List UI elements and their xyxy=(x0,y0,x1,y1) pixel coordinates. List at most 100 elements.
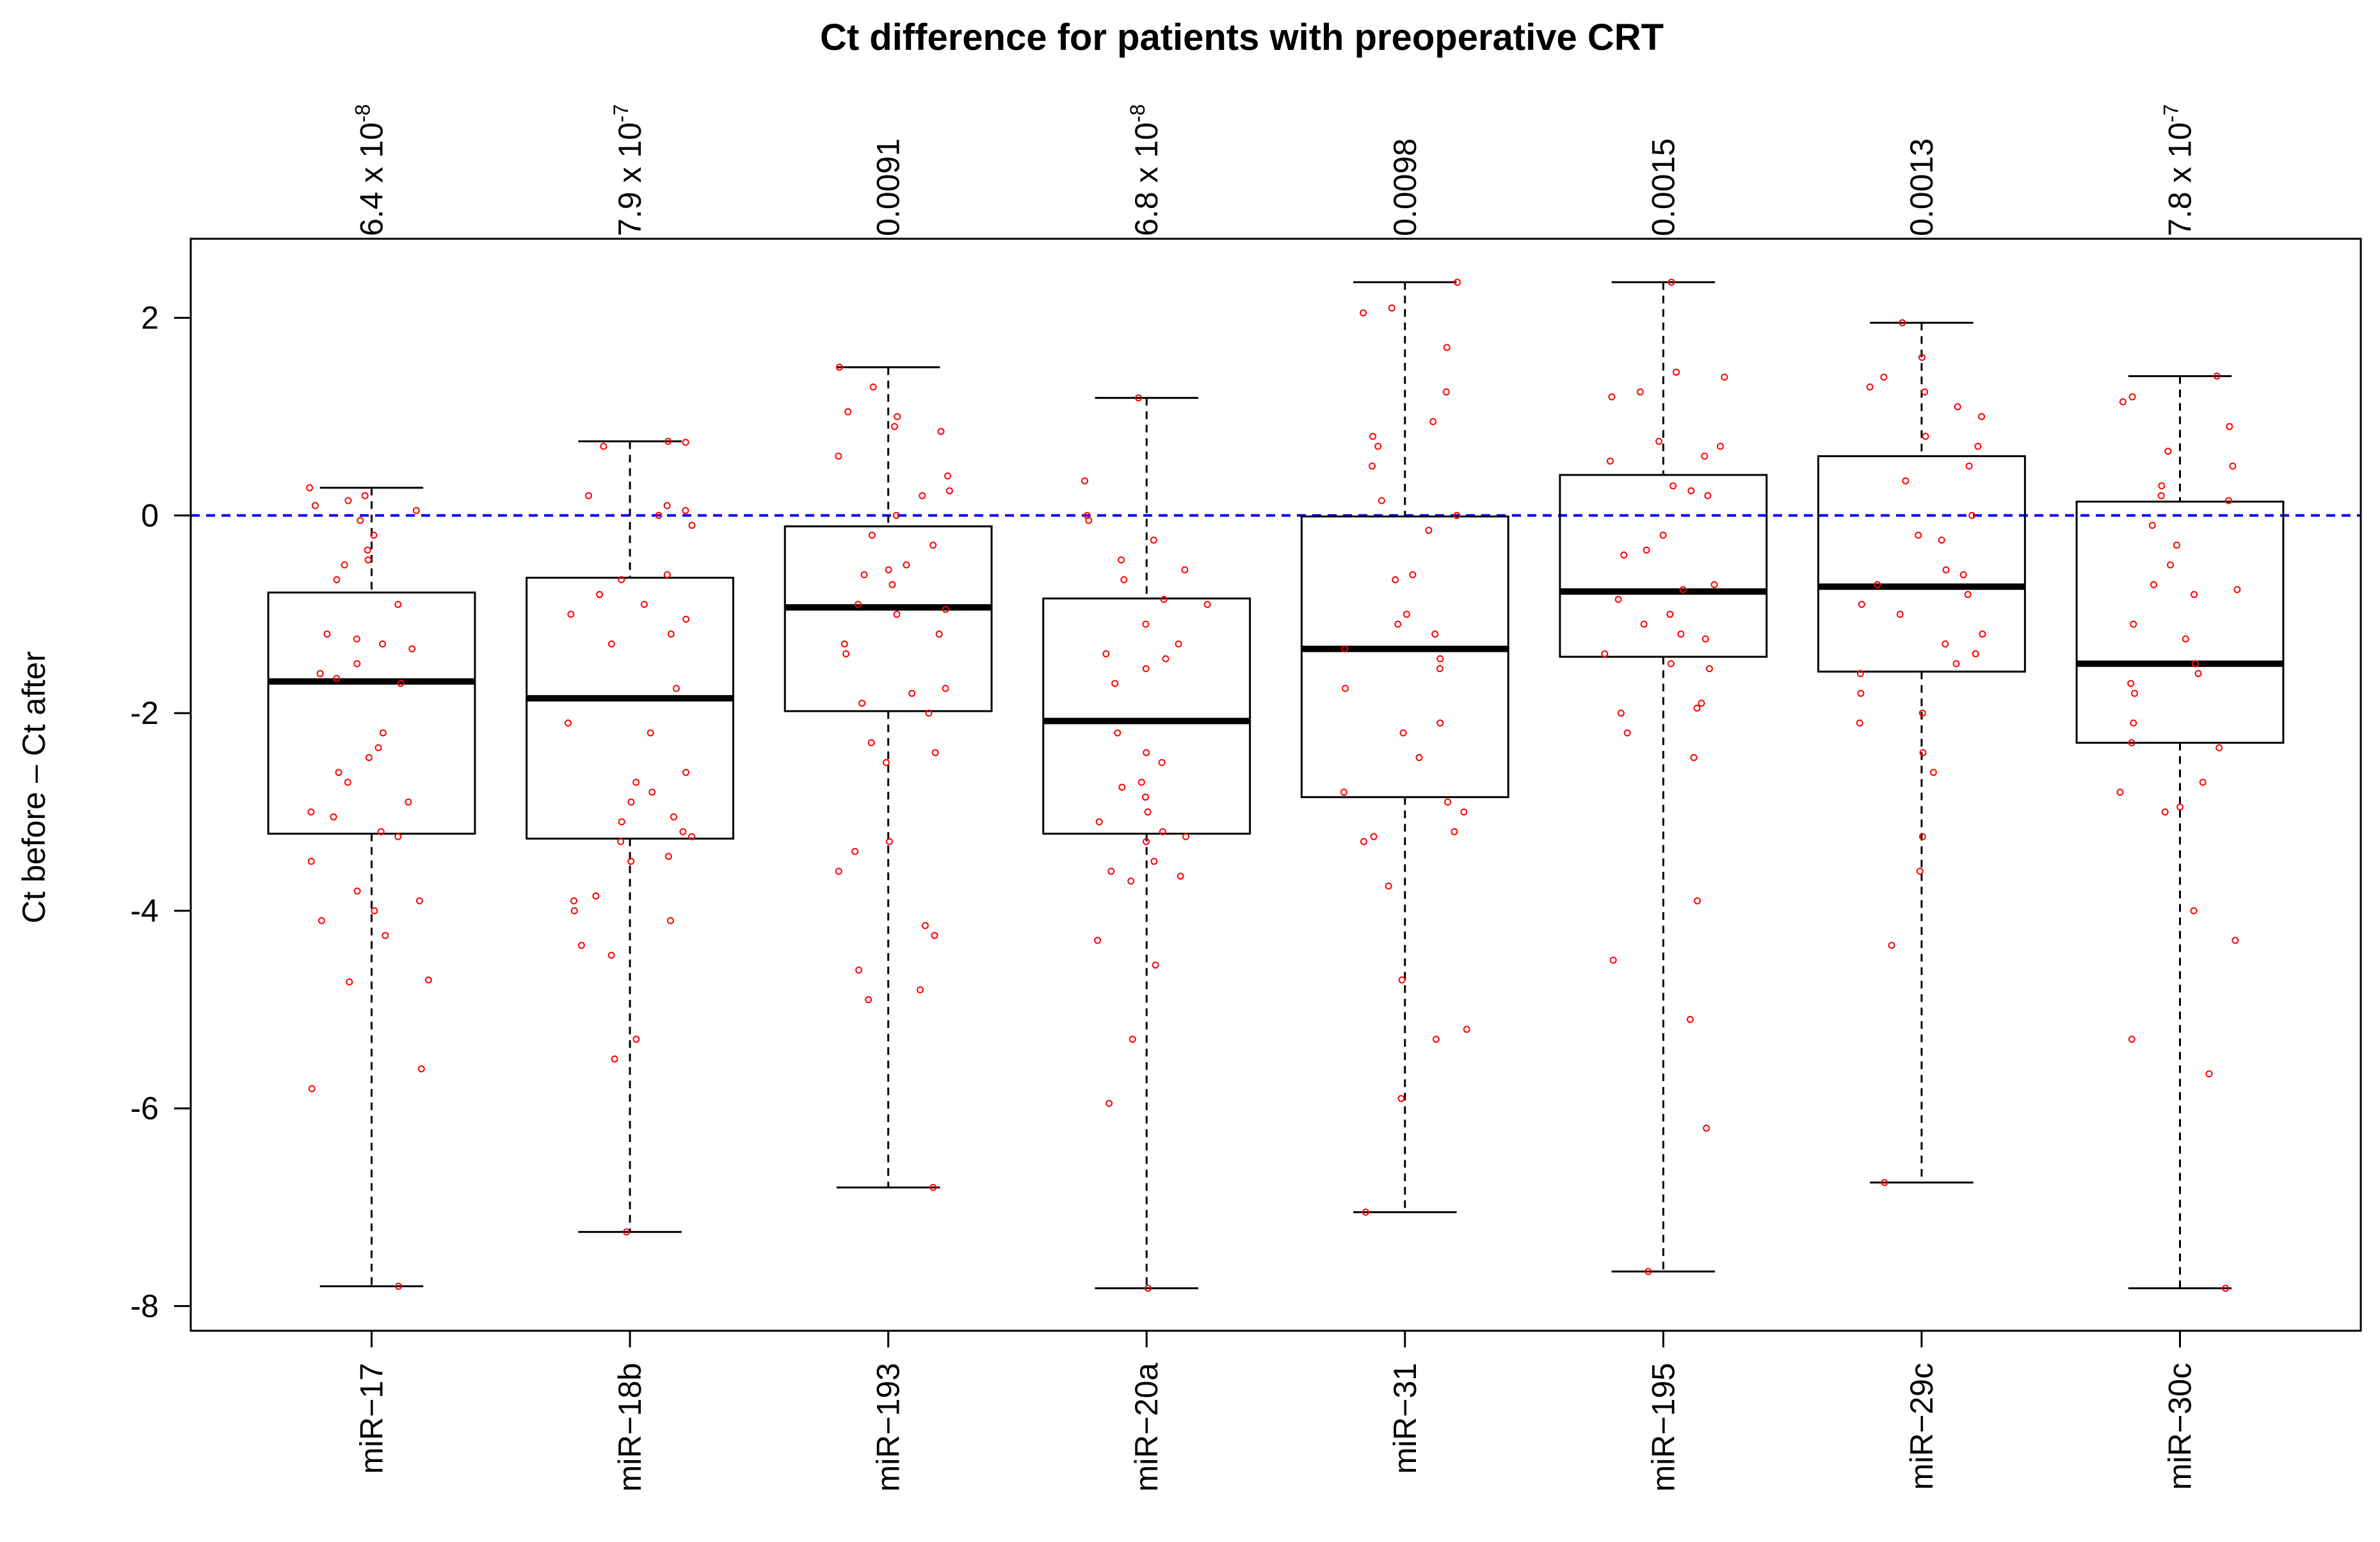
data-point xyxy=(2161,808,2169,815)
data-point xyxy=(1143,838,1150,846)
data-point xyxy=(1915,531,1922,539)
data-point xyxy=(2205,1070,2213,1078)
data-point xyxy=(1369,433,1377,440)
x-tick-label: miR−30c xyxy=(2162,1363,2198,1490)
data-point xyxy=(682,507,689,515)
p-value-label: 6.4 x 10-8 xyxy=(351,104,390,236)
data-point xyxy=(1959,571,1967,579)
data-point xyxy=(663,571,671,579)
data-point xyxy=(2128,393,2136,401)
plot-frame xyxy=(189,237,2362,1332)
data-point xyxy=(2173,542,2180,549)
data-point xyxy=(415,897,423,904)
data-point xyxy=(417,1065,425,1073)
data-point xyxy=(1693,704,1701,712)
data-point xyxy=(364,556,372,564)
data-point xyxy=(1942,566,1950,574)
data-point xyxy=(344,497,352,504)
data-point xyxy=(330,813,337,821)
data-point xyxy=(1679,586,1687,593)
data-point xyxy=(1160,596,1168,604)
data-point xyxy=(1952,660,1960,668)
data-point xyxy=(1655,437,1663,445)
data-point xyxy=(1880,373,1888,381)
data-point xyxy=(1460,808,1468,815)
data-point xyxy=(1158,759,1166,766)
data-point xyxy=(1669,482,1677,490)
data-point xyxy=(860,571,868,579)
data-point xyxy=(1378,497,1385,504)
data-point xyxy=(1150,858,1158,865)
data-point xyxy=(353,887,361,895)
data-point xyxy=(1938,536,1945,544)
data-point xyxy=(890,422,898,430)
data-point xyxy=(835,364,843,371)
box-iqr xyxy=(1559,474,1768,658)
x-tick-label: miR−20a xyxy=(1129,1363,1164,1492)
chart-title: Ct difference for patients with preopera… xyxy=(820,17,1664,58)
data-point xyxy=(1666,611,1674,618)
data-point xyxy=(929,542,937,549)
data-point xyxy=(1118,556,1125,564)
data-point xyxy=(1704,492,1712,499)
data-point xyxy=(2213,373,2221,380)
data-point xyxy=(844,408,852,415)
data-point xyxy=(1114,729,1122,737)
box-iqr xyxy=(784,525,993,712)
data-point xyxy=(1856,719,1863,727)
data-point xyxy=(1978,413,1986,421)
box-layer xyxy=(267,281,2285,1290)
data-point xyxy=(1606,457,1614,465)
data-point xyxy=(627,798,635,806)
data-point xyxy=(869,383,877,391)
data-point xyxy=(1694,897,1701,904)
data-point xyxy=(1392,576,1399,584)
data-point xyxy=(405,798,412,806)
data-point xyxy=(357,517,364,524)
data-point xyxy=(2229,462,2237,470)
data-point xyxy=(1397,1095,1405,1102)
data-point xyxy=(607,640,615,648)
data-point xyxy=(1142,793,1150,801)
data-point xyxy=(1129,1036,1136,1043)
data-point xyxy=(1705,665,1713,673)
data-point xyxy=(2127,680,2135,687)
data-point xyxy=(1181,566,1189,574)
data-point xyxy=(377,828,385,835)
data-point xyxy=(666,917,674,924)
p-value-label: 0.0015 xyxy=(1645,138,1681,236)
data-point xyxy=(2191,591,2198,598)
data-point xyxy=(585,492,593,499)
data-point xyxy=(632,1036,640,1043)
data-point xyxy=(353,660,361,668)
data-point xyxy=(370,531,378,539)
data-point xyxy=(344,778,351,786)
data-point xyxy=(316,670,324,677)
data-point xyxy=(935,630,943,638)
data-point xyxy=(2190,907,2198,915)
data-point xyxy=(1340,789,1348,796)
data-point xyxy=(2194,670,2202,677)
data-point xyxy=(835,867,842,875)
data-point xyxy=(931,749,939,757)
data-point xyxy=(648,789,656,796)
data-point xyxy=(1964,591,1972,598)
data-point xyxy=(1360,309,1367,317)
data-point xyxy=(333,576,341,584)
data-point xyxy=(655,511,663,519)
data-point xyxy=(1643,546,1650,554)
data-point xyxy=(2224,497,2232,504)
data-point xyxy=(1144,808,1152,815)
data-point xyxy=(1881,1178,1888,1186)
data-point xyxy=(412,507,420,515)
data-point xyxy=(379,729,387,737)
data-point xyxy=(395,1283,403,1290)
data-point xyxy=(1673,368,1680,376)
data-point xyxy=(1102,650,1110,657)
data-point xyxy=(1152,961,1159,969)
data-point xyxy=(1374,442,1382,450)
data-point xyxy=(1919,749,1927,757)
data-point xyxy=(688,522,696,529)
data-point xyxy=(1686,1016,1694,1024)
data-point xyxy=(1159,828,1166,835)
